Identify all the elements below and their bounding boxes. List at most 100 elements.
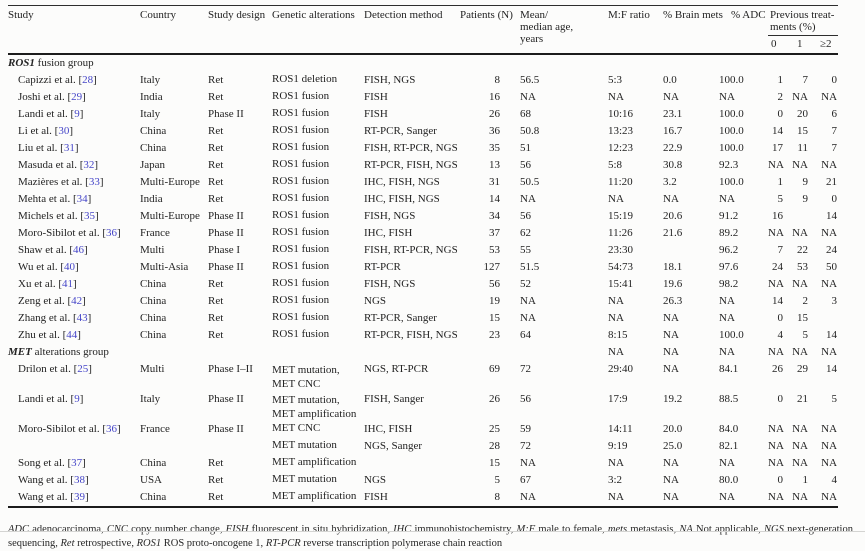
citation-ref[interactable]: 40 (63, 261, 75, 273)
cell-mf: NA (608, 193, 624, 205)
cell-genetic: ROS1 fusion (272, 208, 364, 225)
citation-ref[interactable]: 9 (74, 108, 80, 120)
citation-ref[interactable]: 34 (76, 193, 88, 205)
citation-ref[interactable]: 42 (71, 295, 83, 307)
cell-design: Ret (208, 193, 224, 205)
citation-ref[interactable]: 29 (71, 91, 83, 103)
footnote-term: IHC (393, 524, 412, 535)
cell-age: 72 (520, 363, 531, 375)
citation-ref[interactable]: 33 (88, 176, 100, 188)
table-row: Shaw et al. [46] Multi Phase I ROS1 fusion F… (8, 242, 838, 259)
cell-genetic: ROS1 fusion (272, 191, 364, 208)
cell-p0: 0 (777, 108, 784, 120)
group-label-gene: MET (8, 346, 32, 358)
cell-genetic: ROS1 fusion (272, 174, 364, 191)
studies-table: Study Country Study design Genetic alter… (8, 5, 839, 508)
cell-p1: NA (792, 159, 808, 171)
cell-p1: 5 (802, 329, 809, 341)
citation-ref[interactable]: 9 (74, 393, 80, 405)
cell-country (140, 54, 208, 72)
citation-ref[interactable]: 36 (106, 227, 117, 239)
cell-genetic: ROS1 fusion (272, 242, 364, 259)
citation-ref[interactable]: 38 (73, 474, 85, 486)
cell-brain: 20.0 (663, 423, 683, 435)
table-row: Wang et al. [38] USA Ret MET mutation NGS 5 67… (8, 472, 838, 489)
cell-p0: 14 (772, 295, 783, 307)
cell-brain: NA (663, 193, 679, 205)
cell-p0: NA (768, 423, 784, 435)
cell-genetic: MET mutation (272, 438, 364, 455)
cell-adc: 98.2 (719, 278, 739, 290)
table-row: Song et al. [37] China Ret MET amplificatio… (8, 455, 838, 472)
citation-ref[interactable]: 43 (76, 312, 88, 324)
cell-mf: 12:23 (608, 142, 634, 154)
cell-brain: 16.7 (663, 125, 683, 137)
genetic-alteration-line: ROS1 fusion (272, 226, 330, 238)
cell-study: Zhang et al. [43] (18, 312, 92, 324)
citation-ref[interactable]: 35 (83, 210, 95, 222)
cell-p1: 9 (802, 176, 809, 188)
citation-ref[interactable]: 36 (106, 423, 117, 435)
cell-design: Ret (208, 329, 224, 341)
cell-patients: 5 (494, 474, 501, 486)
citation-ref[interactable]: 39 (73, 491, 85, 503)
cell-p2: 0 (831, 193, 838, 205)
cell-study: Mehta et al. [34] (18, 193, 92, 205)
table-row: Landi et al. [9] Italy Phase II MET mutatio… (8, 391, 838, 421)
cell-detection (364, 54, 460, 72)
cell-adc: NA (719, 346, 735, 358)
genetic-alteration-line: ROS1 fusion (272, 243, 330, 255)
cell-adc (717, 54, 768, 72)
cell-patients: 37 (489, 227, 500, 239)
cell-detection: RT-PCR (364, 261, 401, 273)
cell-p1: NA (792, 227, 808, 239)
cell-p2 (810, 310, 838, 327)
cell-design: Ret (208, 91, 224, 103)
genetic-alteration-line: ROS1 fusion (272, 277, 330, 289)
cell-design: Phase II (208, 227, 244, 239)
genetic-alteration-line: MET CNC (272, 378, 321, 390)
citation-ref[interactable]: 28 (82, 74, 94, 86)
cell-mf: 3:2 (608, 474, 623, 486)
cell-country: Japan (140, 159, 166, 171)
cell-study: Drilon et al. [25] (18, 363, 92, 375)
cell-p2: 4 (831, 474, 838, 486)
cell-patients: 8 (460, 489, 512, 508)
citation-ref[interactable]: 44 (66, 329, 78, 341)
cell-genetic (272, 344, 364, 361)
cell-study: Masuda et al. [32] (18, 159, 99, 171)
cell-brain: NA (661, 489, 717, 508)
cell-mf: 8:15 (608, 329, 628, 341)
cell-genetic: ROS1 fusion (272, 225, 364, 242)
cell-p0: 0 (777, 474, 784, 486)
cell-age: 50.8 (520, 125, 540, 137)
table-row: Liu et al. [31] China Ret ROS1 fusion FISH, … (8, 140, 838, 157)
cell-adc: 100.0 (719, 108, 744, 120)
citation-ref[interactable]: 37 (71, 457, 83, 469)
cell-age: 56 (520, 210, 531, 222)
cell-brain: NA (663, 329, 679, 341)
cell-study: Wu et al. [40] (18, 261, 79, 273)
cell-design: Phase II (208, 210, 244, 222)
cell-patients: 35 (489, 142, 500, 154)
table-row: Mehta et al. [34] India Ret ROS1 fusion IHC,… (8, 191, 838, 208)
cell-p0: NA (768, 457, 784, 469)
cell-p0: NA (768, 278, 784, 290)
citation-ref[interactable]: 32 (83, 159, 95, 171)
cell-mf: 14:11 (608, 423, 633, 435)
citation-ref[interactable]: 30 (58, 125, 70, 137)
citation-ref[interactable]: 41 (61, 278, 73, 290)
citation-ref[interactable]: 25 (77, 363, 89, 375)
cell-p2: NA (821, 346, 838, 358)
citation-ref[interactable]: 31 (63, 142, 75, 154)
cell-country: Italy (140, 393, 161, 405)
cell-brain: 0.0 (663, 74, 677, 86)
cell-adc: 96.2 (719, 244, 739, 256)
cell-patients: 23 (489, 329, 500, 341)
cell-mf: 5:8 (608, 159, 623, 171)
cell-detection: FISH, Sanger (364, 393, 424, 405)
citation-ref[interactable]: 46 (72, 244, 84, 256)
cell-p0: 1 (777, 74, 784, 86)
cell-study: ROS1 fusion group (8, 57, 94, 69)
genetic-alteration-line: MET amplification (272, 456, 357, 468)
